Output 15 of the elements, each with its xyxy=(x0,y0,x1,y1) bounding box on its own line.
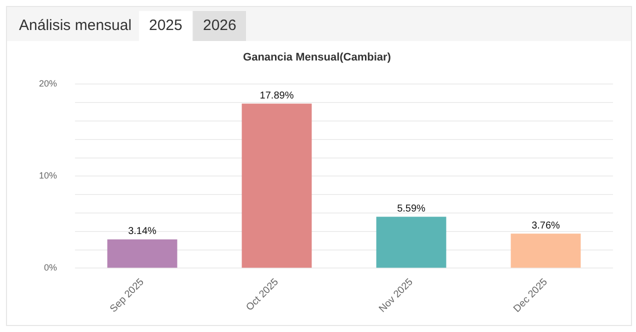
y-tick-label: 10% xyxy=(39,170,58,181)
text: 2025 xyxy=(139,11,192,41)
data-label: 3.76% xyxy=(532,220,560,232)
bar xyxy=(242,104,312,268)
bar xyxy=(107,239,178,268)
data-label: 5.59% xyxy=(397,204,426,215)
y-tick-label: 0% xyxy=(44,262,58,273)
text: Análisis mensual xyxy=(18,16,133,36)
bar xyxy=(376,216,446,268)
data-label: 3.14% xyxy=(128,226,157,238)
data-label: 17.89% xyxy=(260,90,294,102)
chart-title: Ganancia Mensual(Cambiar) xyxy=(243,52,392,64)
bar xyxy=(510,234,581,268)
y-tick-label: 20% xyxy=(39,78,58,89)
text: 2026 xyxy=(193,11,246,41)
